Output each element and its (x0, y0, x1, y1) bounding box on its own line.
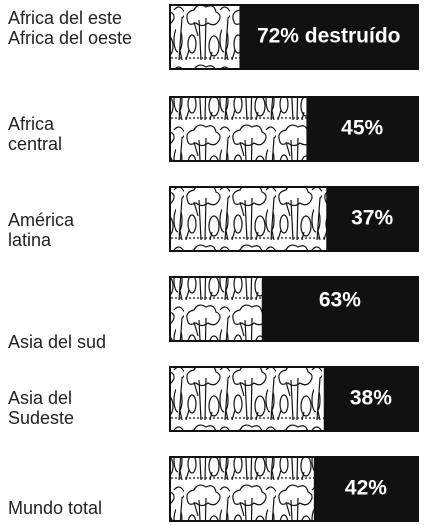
category-label: Asia del Sudeste (8, 388, 108, 428)
category-label: América latina (8, 210, 103, 250)
page: 72% destruído45%37%63%38%42% (() => { co… (0, 0, 427, 525)
category-label: Africa del este Africa del oeste (8, 8, 158, 48)
category-label: Africa central (8, 114, 108, 154)
value-label: 45% (341, 117, 383, 140)
value-label: 72% destruído (257, 25, 401, 48)
value-label: 38% (350, 387, 392, 410)
category-label: Mundo total (8, 498, 158, 518)
value-label: 37% (351, 207, 393, 230)
value-label: 63% (319, 289, 361, 312)
chart: 72% destruído 45% 37% 63% 38% 42% (0, 0, 427, 525)
value-label: 42% (345, 477, 387, 500)
category-label: Asia del sud (8, 332, 158, 352)
